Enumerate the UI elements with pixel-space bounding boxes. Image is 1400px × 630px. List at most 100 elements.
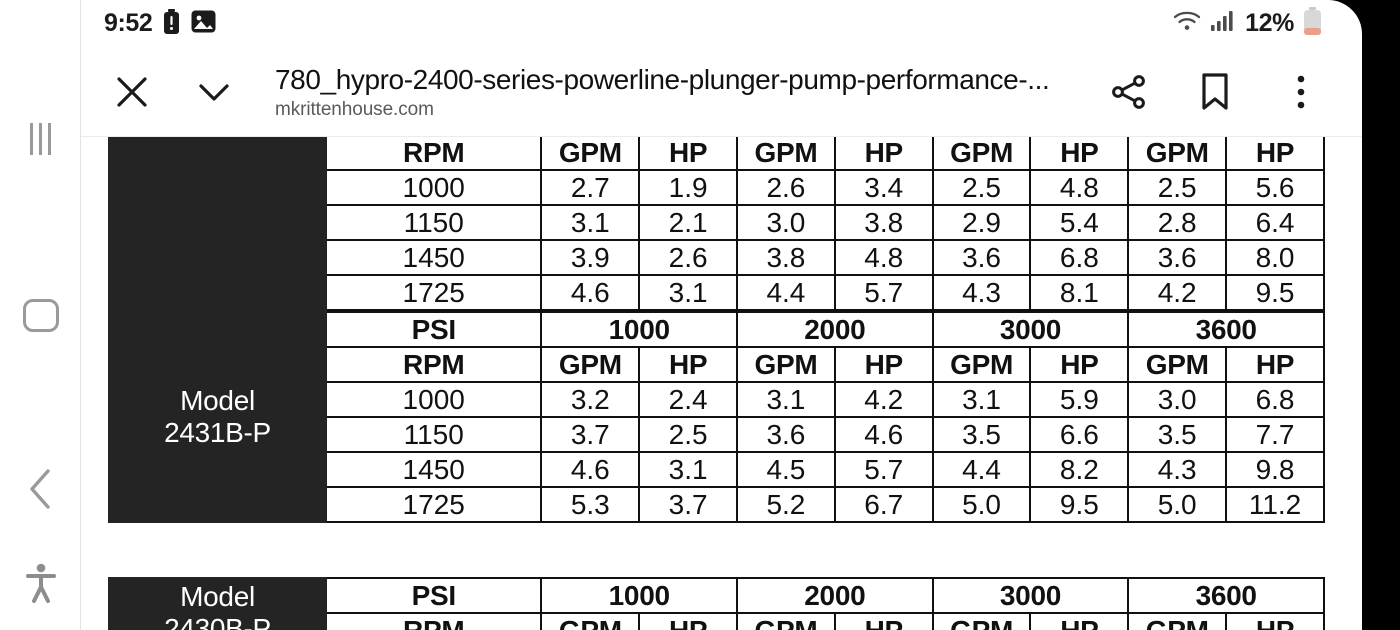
chevron-down-icon[interactable]	[185, 63, 243, 121]
cell-value: 3.4	[833, 169, 934, 206]
table-header-row: Model 2431B-P PSI 1000 2000 3000 3600	[107, 311, 1325, 523]
cell-value: 5.9	[1029, 381, 1130, 418]
cell-value: 3.5	[1127, 416, 1228, 453]
table-header-row: Model 2430B-P PSI 1000 2000 3000 3600	[107, 577, 1325, 630]
cell-value: 3.0	[1127, 381, 1228, 418]
subheader-gpm: GPM	[931, 612, 1032, 630]
browser-window: 9:52	[81, 0, 1362, 630]
home-icon[interactable]	[0, 288, 81, 342]
cell-rpm: 1150	[325, 204, 543, 241]
battery-alert-icon	[163, 8, 180, 39]
toolbar-actions	[1100, 63, 1330, 121]
cell-value: 3.1	[540, 204, 641, 241]
pressure-group-3600: 3600	[1127, 577, 1325, 614]
rpm-label: RPM	[325, 346, 543, 383]
cell-value: 3.1	[736, 381, 836, 418]
subheader-gpm: GPM	[1127, 137, 1228, 171]
page-domain: mkrittenhouse.com	[275, 98, 434, 120]
subheader-hp: HP	[833, 137, 934, 171]
subheader-gpm: GPM	[1127, 346, 1228, 383]
cell-rpm: 1450	[325, 451, 543, 488]
subheader-hp: HP	[1225, 612, 1325, 630]
cell-value: 3.5	[931, 416, 1032, 453]
cell-value: 5.4	[1029, 204, 1130, 241]
status-clock: 9:52	[104, 9, 153, 37]
cell-value: 3.0	[736, 204, 836, 241]
recent-apps-icon[interactable]	[0, 112, 81, 166]
cell-value: 2.7	[540, 169, 641, 206]
signal-icon	[1210, 10, 1236, 37]
table-row: 1450 4.6 3.1 4.5 5.7 4.4 8.2 4.3 9.8	[109, 451, 1325, 488]
cell-value: 5.0	[1127, 486, 1228, 523]
rpm-label: RPM	[325, 137, 543, 171]
cell-value: 3.7	[638, 486, 739, 523]
system-navigation-rail	[0, 0, 81, 630]
cell-value: 9.5	[1029, 486, 1130, 523]
cell-value: 3.1	[638, 451, 739, 488]
more-options-icon[interactable]	[1272, 63, 1330, 121]
model-cell: Model 2431B-P	[107, 311, 328, 523]
status-bar-right: 12%	[1173, 7, 1322, 40]
subheader-hp: HP	[638, 137, 739, 171]
subheader-gpm: GPM	[736, 137, 836, 171]
cell-value: 9.8	[1225, 451, 1325, 488]
cell-value: 5.7	[833, 274, 934, 311]
cell-value: 3.6	[1127, 239, 1228, 276]
webpage-content[interactable]: PSI 1000 2000 3000 3600 RPM GPM HP GPM H…	[81, 137, 1362, 630]
cell-value: 4.8	[1029, 169, 1130, 206]
table-subheader-row: RPM GPM HP GPM HP GPM HP GPM HP	[109, 346, 1325, 383]
battery-percent-label: 12%	[1245, 9, 1294, 37]
cell-value: 8.2	[1029, 451, 1130, 488]
cell-value: 6.8	[1225, 381, 1325, 418]
cell-rpm: 1000	[325, 381, 543, 418]
cell-value: 6.8	[1029, 239, 1130, 276]
subheader-gpm: GPM	[736, 612, 836, 630]
cell-value: 2.6	[638, 239, 739, 276]
cell-value: 4.6	[540, 274, 641, 311]
back-icon[interactable]	[0, 462, 81, 516]
cell-value: 2.5	[638, 416, 739, 453]
cell-value: 5.2	[736, 486, 836, 523]
cell-value: 3.8	[833, 204, 934, 241]
pressure-group-3000: 3000	[931, 311, 1130, 348]
cell-value: 9.5	[1225, 274, 1325, 311]
bookmark-icon[interactable]	[1186, 63, 1244, 121]
cell-value: 7.7	[1225, 416, 1325, 453]
cell-value: 3.6	[736, 416, 836, 453]
cell-value: 1.9	[638, 169, 739, 206]
cell-value: 6.7	[833, 486, 934, 523]
subheader-hp: HP	[1029, 137, 1130, 171]
table-row: 1000 2.7 1.9 2.6 3.4 2.5 4.8 2.5 5.6	[109, 169, 1325, 206]
cell-value: 3.1	[638, 274, 739, 311]
cell-value: 2.8	[1127, 204, 1228, 241]
model-label-line1: Model	[180, 384, 255, 416]
pressure-group-1000: 1000	[540, 577, 739, 614]
share-icon[interactable]	[1100, 63, 1158, 121]
pressure-group-1000: 1000	[540, 311, 739, 348]
cell-value: 4.2	[833, 381, 934, 418]
subheader-hp: HP	[638, 612, 739, 630]
table-row: 1150 3.7 2.5 3.6 4.6 3.5 6.6 3.5 7.7	[109, 416, 1325, 453]
accessibility-icon[interactable]	[0, 556, 81, 610]
subheader-hp: HP	[638, 346, 739, 383]
pressure-group-2000: 2000	[736, 577, 934, 614]
battery-icon	[1303, 7, 1322, 40]
status-bar: 9:52	[81, 0, 1362, 47]
cell-value: 4.4	[931, 451, 1032, 488]
cell-value: 2.9	[931, 204, 1032, 241]
cell-value: 2.5	[931, 169, 1032, 206]
subheader-hp: HP	[1029, 346, 1130, 383]
cell-value: 3.9	[540, 239, 641, 276]
cell-value: 4.4	[736, 274, 836, 311]
subheader-gpm: GPM	[931, 137, 1032, 171]
pressure-group-2000: 2000	[736, 311, 934, 348]
close-icon[interactable]	[103, 63, 161, 121]
cell-value: 5.3	[540, 486, 641, 523]
cell-value: 3.6	[931, 239, 1032, 276]
cell-value: 4.2	[1127, 274, 1228, 311]
cell-rpm: 1150	[325, 416, 543, 453]
cell-value: 3.2	[540, 381, 641, 418]
page-title-block[interactable]: 780_hypro-2400-series-powerline-plunger-…	[275, 64, 1086, 121]
recent-apps-glyph	[30, 123, 51, 155]
